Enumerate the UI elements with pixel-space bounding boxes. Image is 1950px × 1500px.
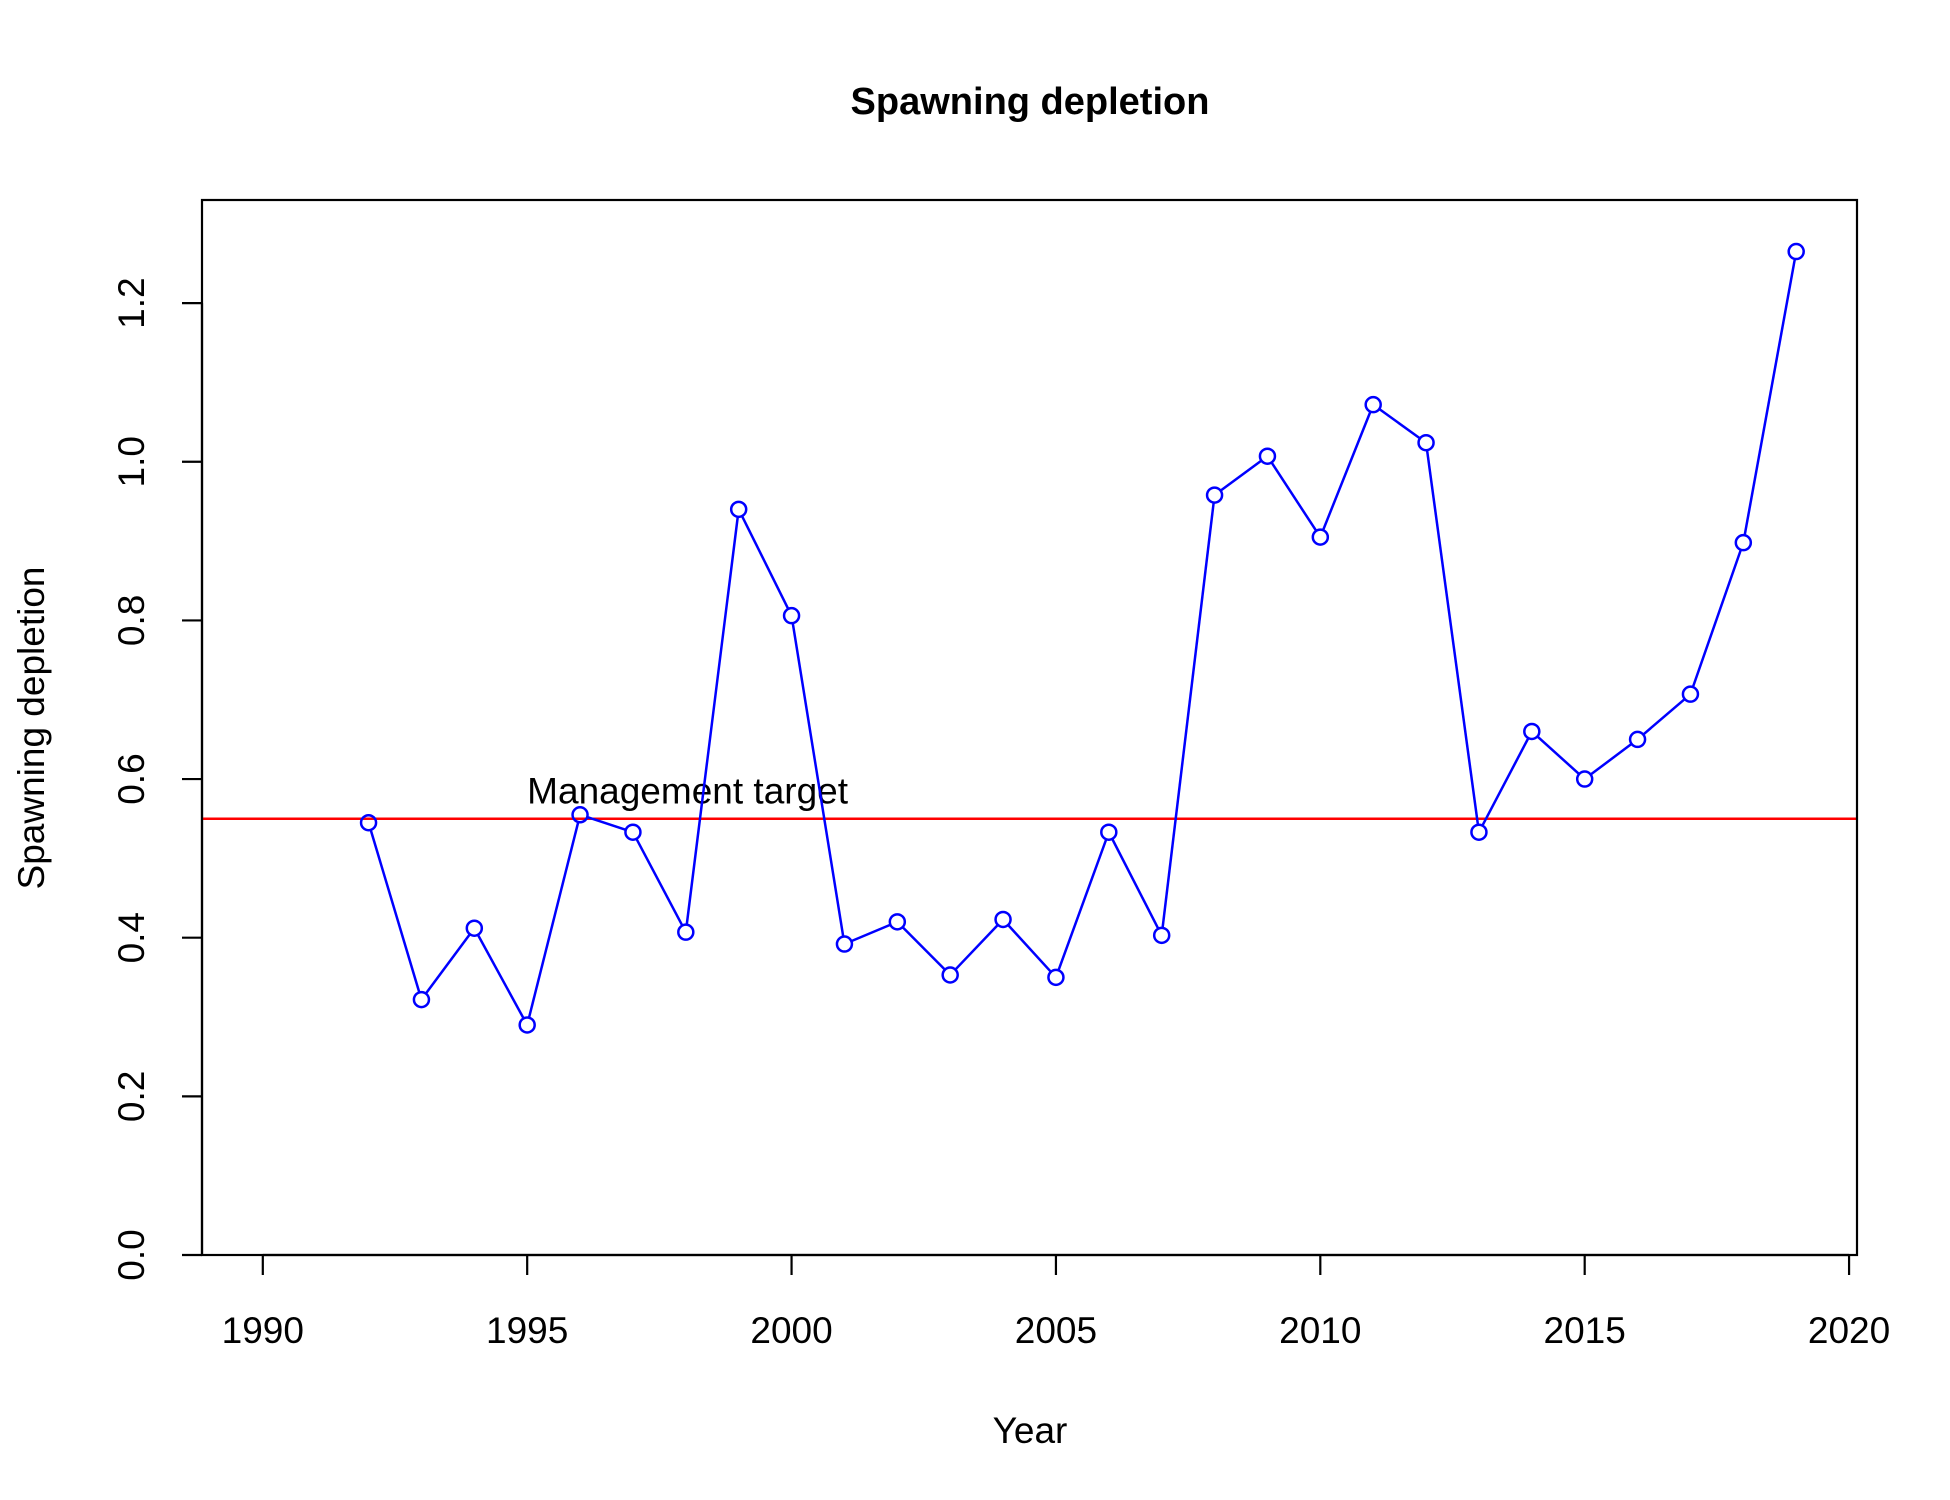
series-line-segment — [685, 516, 739, 925]
series-line-segment — [1161, 502, 1215, 929]
data-point — [1681, 685, 1700, 703]
x-tick-label: 1990 — [222, 1310, 304, 1351]
series-line-segment — [424, 933, 471, 995]
series-line-segment — [1057, 838, 1108, 971]
series-line-segment — [1219, 459, 1263, 492]
data-point — [1787, 242, 1805, 261]
series-line-segment — [1743, 258, 1797, 536]
management-target-label: Management target — [527, 771, 849, 812]
data-point — [941, 966, 959, 984]
y-tick-label: 1.2 — [111, 277, 152, 328]
series-line-segment — [1481, 737, 1530, 827]
data-point — [1417, 433, 1435, 452]
series-line-segment — [791, 622, 845, 937]
data-point — [1258, 447, 1277, 465]
y-axis-label: Spawning depletion — [11, 567, 52, 890]
data-point — [1152, 926, 1171, 945]
series-line-segment — [901, 926, 946, 971]
chart-title: Spawning depletion — [851, 81, 1210, 123]
data-point — [1311, 528, 1330, 546]
data-point — [624, 823, 642, 841]
data-point — [729, 500, 748, 519]
x-tick-label: 2020 — [1808, 1310, 1890, 1351]
data-point — [994, 910, 1012, 929]
series-line-segment — [527, 821, 580, 1018]
y-tick-label: 0.4 — [111, 912, 152, 963]
x-axis-label: Year — [993, 1410, 1068, 1451]
series-group — [359, 242, 1805, 1034]
data-point — [1364, 395, 1382, 414]
x-axis: 1990 1995 2000 2005 2010 2015 2020 — [222, 1253, 1890, 1351]
data-point — [1470, 823, 1488, 841]
series-line-segment — [1321, 411, 1372, 531]
series-line-segment — [954, 924, 999, 971]
x-tick-label: 2000 — [750, 1310, 832, 1351]
series-line-segment — [635, 838, 684, 927]
data-point — [1628, 730, 1647, 749]
data-point — [1205, 486, 1224, 504]
data-point — [835, 935, 854, 953]
series-line-segment — [1691, 549, 1743, 688]
series-line-segment — [1589, 742, 1633, 776]
series-line-segment — [1642, 698, 1686, 736]
data-point — [571, 806, 589, 824]
series-line-segment — [1007, 924, 1052, 973]
series-line-segment — [1536, 735, 1580, 775]
y-tick-label: 0.8 — [111, 595, 152, 646]
series-line-segment — [1378, 408, 1421, 440]
x-tick-label: 2005 — [1015, 1310, 1097, 1351]
data-point — [465, 919, 484, 937]
series-line-segment — [1425, 449, 1480, 825]
x-tick-label: 2010 — [1279, 1310, 1361, 1351]
data-point — [888, 913, 907, 931]
y-tick-label: 1.0 — [111, 436, 152, 487]
data-point — [1047, 968, 1065, 987]
y-tick-label: 0.0 — [111, 1229, 152, 1280]
series-line-segment — [850, 923, 891, 943]
x-tick-label: 2015 — [1544, 1310, 1626, 1351]
reference-group: Management target — [202, 771, 1857, 820]
x-tick-label: 1995 — [486, 1310, 568, 1351]
data-point — [359, 813, 378, 832]
data-point — [1100, 823, 1118, 841]
series-line-segment — [740, 515, 790, 610]
series-line-segment — [369, 829, 421, 993]
data-point — [1523, 722, 1541, 741]
data-point — [677, 923, 695, 941]
data-point — [1734, 533, 1753, 552]
series-line-segment — [1270, 461, 1318, 532]
series-line-segment — [476, 934, 525, 1019]
data-point — [782, 606, 801, 625]
y-axis: 0.0 0.2 0.4 0.6 0.8 1.0 1.2 — [111, 277, 204, 1281]
data-point — [1575, 770, 1594, 788]
y-tick-label: 0.6 — [111, 753, 152, 804]
series-line-segment — [1111, 838, 1160, 930]
data-point — [412, 990, 431, 1009]
series-line-segment — [586, 815, 627, 832]
y-tick-label: 0.2 — [111, 1071, 152, 1122]
data-point — [518, 1016, 536, 1034]
plot-frame — [200, 198, 1859, 1257]
